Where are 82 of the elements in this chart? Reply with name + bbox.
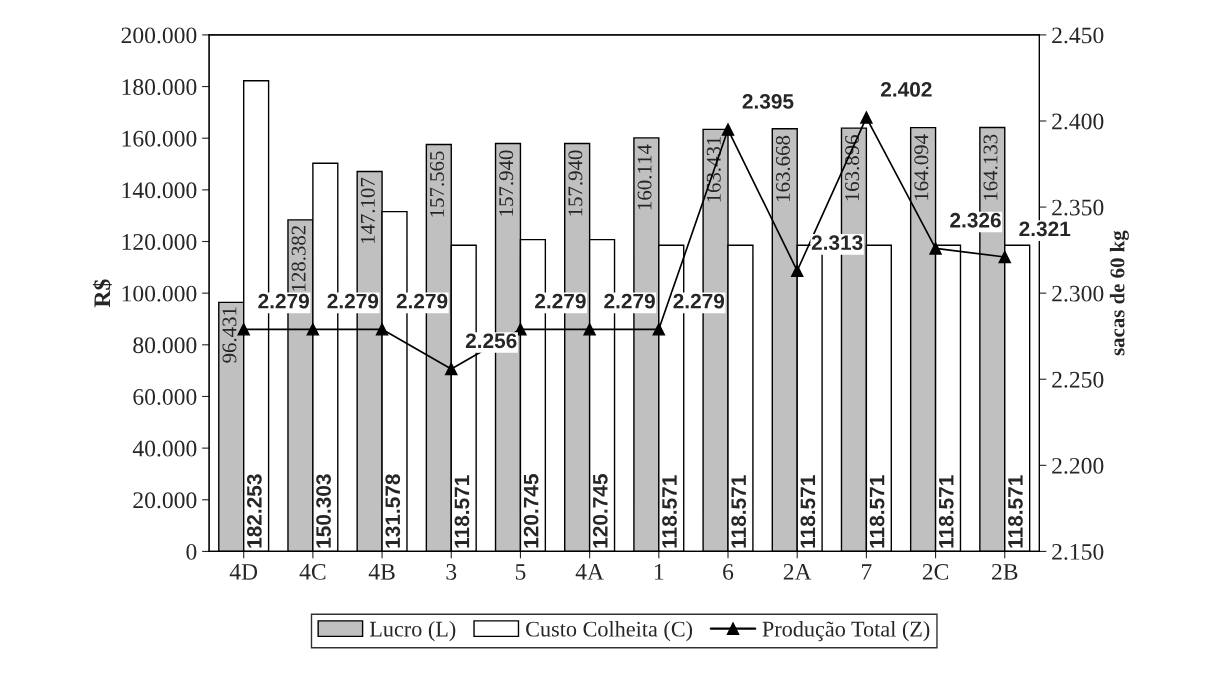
x-tick-label: 4D [229,564,258,580]
data-label: 120.745 [523,474,539,548]
data-label: 2.313 [811,235,863,251]
y2-axis-title: sacas de 60 kg [1109,230,1129,356]
data-label: 128.382 [291,225,306,291]
y-tick-label: 180.000 [122,79,197,96]
y2-tick-label: 2.350 [1052,199,1104,216]
y-tick-label: 120.000 [122,234,197,251]
data-label: 118.571 [1008,475,1023,548]
data-label: 164.133 [983,134,998,200]
x-tick-label: 4A [575,564,604,580]
data-label: 160.114 [637,144,652,210]
y-axis-title: R$ [92,279,112,308]
y2-tick-label: 2.450 [1052,27,1104,44]
data-label: 163.431 [706,136,721,202]
x-tick-label: 2A [783,563,812,580]
y2-tick-label: 2.250 [1052,371,1104,388]
data-label: 118.571 [800,475,816,548]
x-tick-label: 5 [515,564,526,580]
y2-tick-label: 2.400 [1052,113,1104,130]
point [652,323,666,336]
point [790,264,804,278]
data-label: 131.578 [385,474,401,548]
y-tick-label: 160.000 [122,130,197,147]
data-label: 120.745 [592,474,608,548]
x-tick-label: 4C [299,563,326,580]
data-label: 2.279 [258,293,309,309]
y2-tick-label: 2.150 [1052,543,1104,560]
legend-label: Lucro (L) [369,620,456,642]
y-tick-label: 140.000 [122,182,197,199]
data-label: 2.321 [1019,221,1071,237]
y-tick-label: 200.000 [121,27,197,44]
x-tick-label: 3 [446,563,457,580]
data-label: 118.571 [938,475,954,548]
data-label: 163.896 [845,135,860,201]
y-tick-label: 0 [186,543,197,560]
point [375,323,389,336]
data-label: 118.571 [662,475,677,548]
data-label: 2.402 [880,82,932,97]
y-tick-label: 100.000 [122,285,197,302]
data-label: 163.668 [775,135,791,201]
data-label: 2.279 [535,293,586,309]
point [721,123,735,136]
point [998,250,1012,264]
y-tick-label: 80.000 [133,337,197,354]
x-tick-label: 6 [723,563,734,580]
data-label: 157.940 [568,150,583,216]
y-tick-label: 60.000 [133,388,197,405]
data-label: 164.094 [914,134,929,200]
data-label: 2.279 [327,293,379,309]
data-label: 157.565 [430,151,445,217]
data-label: 2.279 [673,293,725,309]
legend-label: Custo Colheita (C) [526,620,693,642]
data-label: 118.571 [454,475,470,548]
data-label: 2.395 [742,94,794,109]
data-label: 118.571 [869,475,885,548]
data-label: 2.279 [604,293,655,309]
data-label: 2.326 [950,212,1001,228]
y-tick-label: 40.000 [132,440,197,457]
x-tick-label: 7 [862,564,872,580]
data-label: 157.940 [499,150,514,216]
point [445,362,458,376]
point [306,323,320,336]
point [929,242,942,255]
y2-tick-label: 2.200 [1052,457,1104,474]
x-tick-label: 4B [368,564,395,580]
x-tick-label: 1 [654,564,664,580]
data-label: 182.253 [246,474,262,548]
data-label: 96.431 [222,307,237,363]
x-tick-label: 2C [922,563,949,580]
point [583,323,596,336]
data-label: 2.256 [465,333,517,349]
data-label: 147.107 [360,177,375,244]
y-tick-label: 20.000 [133,492,197,509]
point [860,111,873,124]
data-label: 2.279 [396,293,448,309]
point [237,323,250,336]
x-tick-label: 2B [992,563,1018,580]
y2-tick-label: 2.300 [1052,285,1104,302]
data-label: 118.571 [731,475,747,548]
legend-label: Produção Total (Z) [762,620,930,642]
data-label: 150.303 [316,474,331,548]
